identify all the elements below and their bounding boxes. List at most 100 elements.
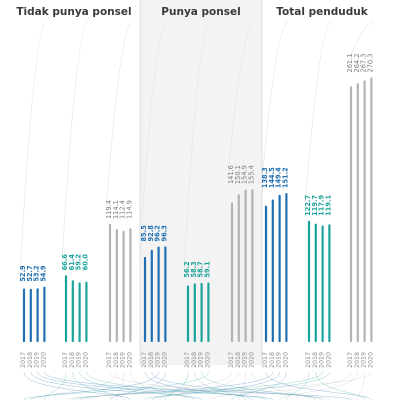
year-label-total-penduduk-gray-2019: 2019	[361, 352, 368, 368]
connector-curve-29	[315, 371, 365, 401]
value-label-total-penduduk-blue-2017: 138.3	[261, 167, 269, 188]
value-label-tidak-punya-ponsel-blue-2017: 52.9	[19, 265, 27, 282]
connector-curve-32	[208, 371, 352, 401]
value-label-punya-ponsel-gray-2018: 150.1	[234, 165, 242, 184]
year-label-punya-ponsel-blue-2017: 2017	[141, 352, 148, 368]
value-label-punya-ponsel-gray-2017: 141.6	[227, 165, 235, 184]
guide-line-tidak-punya-ponsel-blue	[19, 21, 47, 274]
value-label-punya-ponsel-green-2020: 59.1	[203, 261, 211, 278]
connector-curve-3	[44, 371, 352, 401]
year-label-total-penduduk-blue-2017: 2017	[262, 352, 269, 368]
year-label-tidak-punya-ponsel-gray-2020: 2020	[126, 352, 133, 368]
connector-curve-4	[44, 371, 67, 401]
year-label-tidak-punya-ponsel-green-2020: 2020	[82, 352, 89, 368]
guide-line-total-penduduk-gray	[346, 21, 374, 65]
connector-curve-7	[86, 371, 267, 401]
connector-curve-21	[158, 371, 240, 401]
year-label-total-penduduk-green-2019: 2019	[319, 352, 326, 368]
value-label-tidak-punya-ponsel-green-2017: 66.6	[61, 254, 69, 271]
value-labels: 52.952.753.254.966.661.459.260.0119.4114…	[19, 54, 374, 282]
value-label-punya-ponsel-green-2017: 56.2	[183, 261, 191, 278]
value-label-total-penduduk-green-2018: 119.7	[311, 195, 319, 216]
year-label-punya-ponsel-gray-2020: 2020	[248, 352, 255, 368]
value-label-total-penduduk-gray-2020: 270.3	[366, 54, 374, 73]
year-label-total-penduduk-blue-2019: 2019	[276, 352, 283, 368]
connector-curve-9	[37, 371, 118, 401]
guide-line-tidak-punya-ponsel-gray	[105, 21, 133, 212]
year-label-tidak-punya-ponsel-blue-2020: 2020	[40, 352, 47, 368]
year-label-punya-ponsel-green-2020: 2020	[204, 352, 211, 368]
connector-curve-16	[165, 371, 189, 401]
value-label-punya-ponsel-green-2018: 58.3	[190, 261, 198, 278]
connector-curve-34	[357, 371, 365, 401]
year-label-punya-ponsel-gray-2017: 2017	[228, 352, 235, 368]
panel-title-total-penduduk: Total penduduk	[276, 6, 368, 18]
value-label-punya-ponsel-green-2019: 58.7	[197, 261, 205, 278]
value-label-tidak-punya-ponsel-green-2020: 60.0	[81, 254, 89, 271]
guide-line-punya-ponsel-gray	[227, 21, 255, 177]
connector-curve-10	[116, 371, 124, 401]
value-label-total-penduduk-gray-2017: 261.1	[346, 54, 354, 73]
guide-line-punya-ponsel-green	[183, 21, 211, 270]
connector-curve-15	[109, 371, 166, 401]
year-label-total-penduduk-blue-2020: 2020	[282, 352, 289, 368]
value-label-tidak-punya-ponsel-gray-2017: 119.4	[105, 200, 113, 219]
year-label-total-penduduk-gray-2017: 2017	[347, 352, 354, 368]
value-label-tidak-punya-ponsel-gray-2019: 112.4	[119, 200, 127, 219]
connector-curve-17	[194, 371, 246, 401]
year-labels: 2017 2018 2019 2020 2017 2018 2019 2020 2017 2018…	[20, 352, 374, 368]
value-label-total-penduduk-green-2017: 122.7	[304, 195, 312, 216]
value-label-tidak-punya-ponsel-blue-2018: 52.7	[26, 265, 34, 282]
connector-curve-8	[109, 371, 330, 401]
year-label-tidak-punya-ponsel-gray-2018: 2018	[113, 352, 120, 368]
year-label-punya-ponsel-gray-2018: 2018	[235, 352, 242, 368]
value-label-tidak-punya-ponsel-blue-2020: 54.9	[39, 265, 47, 282]
year-label-total-penduduk-blue-2018: 2018	[269, 352, 276, 368]
year-label-total-penduduk-green-2018: 2018	[312, 352, 319, 368]
year-label-tidak-punya-ponsel-green-2019: 2019	[76, 352, 83, 368]
year-label-tidak-punya-ponsel-green-2017: 2017	[62, 352, 69, 368]
year-label-tidak-punya-ponsel-blue-2017: 2017	[20, 352, 27, 368]
value-label-punya-ponsel-gray-2019: 154.9	[241, 165, 249, 184]
value-label-punya-ponsel-blue-2019: 96.2	[154, 225, 162, 242]
connector-curve-0	[23, 371, 131, 401]
connector-curve-25	[79, 371, 274, 401]
year-label-punya-ponsel-blue-2020: 2020	[161, 352, 168, 368]
connector-curve-28	[286, 371, 310, 401]
value-label-tidak-punya-ponsel-gray-2018: 114.1	[112, 200, 120, 219]
connector-curve-35	[65, 371, 372, 401]
value-label-total-penduduk-blue-2020: 151.2	[281, 167, 289, 188]
year-label-punya-ponsel-green-2017: 2017	[184, 352, 191, 368]
panel-title-tidak-punya-ponsel: Tidak punya ponsel	[16, 6, 131, 18]
connector-curve-13	[151, 371, 323, 401]
year-label-tidak-punya-ponsel-gray-2019: 2019	[120, 352, 127, 368]
value-label-total-penduduk-blue-2018: 144.5	[268, 167, 276, 188]
year-label-total-penduduk-gray-2020: 2020	[367, 352, 374, 368]
connector-curve-30	[72, 371, 323, 401]
year-label-punya-ponsel-green-2018: 2018	[191, 352, 198, 368]
connector-curve-19	[23, 371, 209, 401]
value-label-total-penduduk-blue-2019: 149.4	[275, 167, 283, 188]
connector-curve-23	[252, 371, 310, 401]
value-label-total-penduduk-gray-2018: 264.2	[353, 54, 361, 73]
connector-curve-2	[37, 371, 274, 401]
value-label-tidak-punya-ponsel-blue-2019: 53.2	[33, 265, 41, 282]
year-label-tidak-punya-ponsel-blue-2018: 2018	[27, 352, 34, 368]
year-label-tidak-punya-ponsel-blue-2019: 2019	[34, 352, 41, 368]
value-label-tidak-punya-ponsel-green-2018: 61.4	[68, 254, 76, 271]
value-label-tidak-punya-ponsel-gray-2020: 114.9	[125, 200, 133, 219]
value-label-punya-ponsel-blue-2017: 85.5	[140, 225, 148, 242]
value-label-total-penduduk-gray-2019: 267.3	[360, 54, 368, 73]
year-label-tidak-punya-ponsel-green-2018: 2018	[69, 352, 76, 368]
value-label-punya-ponsel-gray-2020: 155.4	[247, 165, 255, 184]
guide-lines	[19, 21, 374, 274]
year-label-punya-ponsel-green-2019: 2019	[198, 352, 205, 368]
connector-curve-1	[30, 371, 202, 401]
connector-curve-5	[72, 371, 124, 401]
connector-curve-27	[231, 371, 287, 401]
guide-line-tidak-punya-ponsel-green	[61, 21, 89, 263]
value-label-punya-ponsel-blue-2018: 92.8	[147, 225, 155, 242]
year-label-total-penduduk-gray-2018: 2018	[354, 352, 361, 368]
